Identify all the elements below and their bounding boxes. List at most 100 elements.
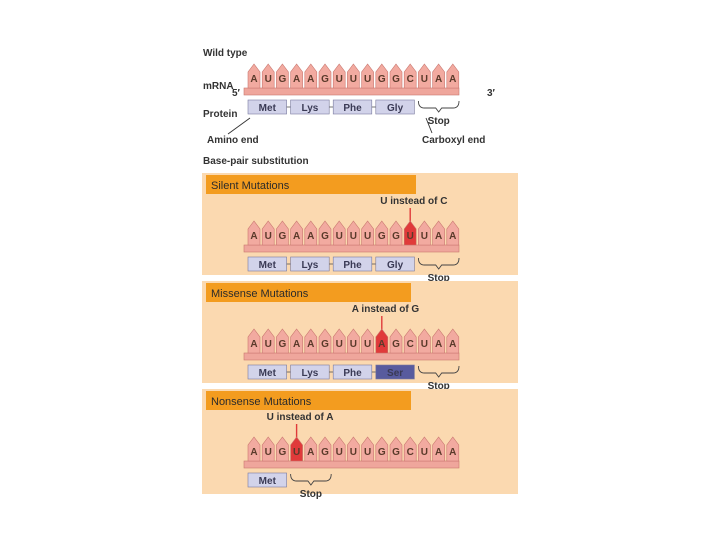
base-tooth (375, 220, 389, 246)
base-tooth (304, 436, 318, 462)
base-tooth (432, 436, 445, 462)
amino-acid-label: Met (259, 260, 277, 271)
base-tooth (318, 220, 332, 246)
amino-acid-label: Phe (343, 260, 362, 271)
base-tooth (276, 63, 289, 89)
amino-acid-label: Lys (301, 260, 318, 271)
base-letter: A (307, 231, 314, 242)
amino-acid-label: Gly (387, 260, 404, 271)
base-tooth (446, 220, 460, 246)
base-tooth (332, 63, 346, 89)
base-tooth (247, 220, 261, 246)
base-letter: G (279, 339, 287, 350)
base-letter: U (265, 74, 272, 85)
carboxyl-end-pointer (425, 117, 433, 134)
base-tooth (446, 436, 460, 462)
panel-banner (206, 283, 411, 302)
base-letter: A (435, 74, 442, 85)
base-tooth (446, 328, 460, 354)
base-tooth (290, 220, 303, 246)
base-letter: G (279, 74, 287, 85)
base-tooth (418, 436, 431, 462)
three-prime-label: 3′ (487, 88, 496, 99)
amino-acid-label: Met (259, 103, 277, 114)
base-tooth (361, 63, 374, 89)
panel-banner (206, 391, 411, 410)
base-tooth (304, 63, 318, 89)
base-tooth (432, 328, 445, 354)
base-letter: U (421, 231, 428, 242)
base-tooth (403, 63, 417, 89)
base-letter: G (378, 231, 386, 242)
base-letter: U (407, 231, 414, 242)
base-tooth (418, 328, 431, 354)
base-tooth (361, 436, 374, 462)
base-tooth (276, 328, 289, 354)
amino-end-pointer (227, 117, 251, 135)
carboxyl-end-label: Carboxyl end (422, 135, 485, 146)
amino-acid-label: Lys (301, 368, 318, 379)
base-letter: G (378, 74, 386, 85)
stop-label: Stop (300, 489, 322, 500)
base-letter: U (265, 339, 272, 350)
base-letter: U (293, 447, 300, 458)
stop-bracket (417, 365, 460, 378)
base-tooth (389, 63, 403, 89)
base-letter: G (392, 339, 400, 350)
base-letter: U (421, 74, 428, 85)
base-letter: A (449, 74, 456, 85)
stop-bracket (290, 473, 332, 486)
base-tooth (403, 328, 417, 354)
five-prime-label: 5′ (232, 88, 241, 99)
base-letter: U (350, 231, 357, 242)
amino-acid-box (247, 472, 287, 488)
base-letter: G (392, 447, 400, 458)
mutation-note: A instead of G (352, 304, 420, 315)
base-letter: C (407, 339, 414, 350)
mutated-base (290, 436, 303, 462)
mutated-base (403, 220, 417, 246)
base-tooth (432, 63, 445, 89)
stop-label: Stop (428, 381, 450, 392)
base-letter: U (421, 447, 428, 458)
base-tooth (290, 328, 303, 354)
base-tooth (261, 328, 275, 354)
base-tooth (418, 220, 431, 246)
base-letter: G (279, 231, 287, 242)
protein-label: Protein (203, 109, 237, 120)
base-letter: U (350, 339, 357, 350)
base-letter: A (378, 339, 385, 350)
substitution-heading: Base-pair substitution (203, 156, 309, 167)
amino-acid-box (375, 99, 415, 115)
base-tooth (446, 63, 460, 89)
amino-acid-box (375, 256, 415, 272)
base-letter: G (321, 447, 329, 458)
base-letter: A (250, 339, 257, 350)
base-tooth (247, 63, 261, 89)
base-letter: G (321, 339, 329, 350)
base-tooth (375, 436, 389, 462)
base-letter: A (449, 339, 456, 350)
amino-acid-label: Phe (343, 103, 362, 114)
base-letter: A (293, 231, 300, 242)
base-letter: A (307, 447, 314, 458)
amino-acid-label: Met (259, 476, 277, 487)
amino-acid-label: Ser (387, 368, 403, 379)
base-tooth (361, 220, 374, 246)
base-letter: G (279, 447, 287, 458)
base-tooth (347, 220, 360, 246)
base-letter: U (265, 447, 272, 458)
base-tooth (332, 436, 346, 462)
mutation-note: U instead of C (380, 196, 447, 207)
base-tooth (304, 220, 318, 246)
base-letter: G (321, 74, 329, 85)
base-letter: A (250, 74, 257, 85)
base-tooth (304, 328, 318, 354)
base-letter: G (392, 231, 400, 242)
base-tooth (276, 220, 289, 246)
base-letter: U (364, 231, 371, 242)
base-tooth (347, 436, 360, 462)
